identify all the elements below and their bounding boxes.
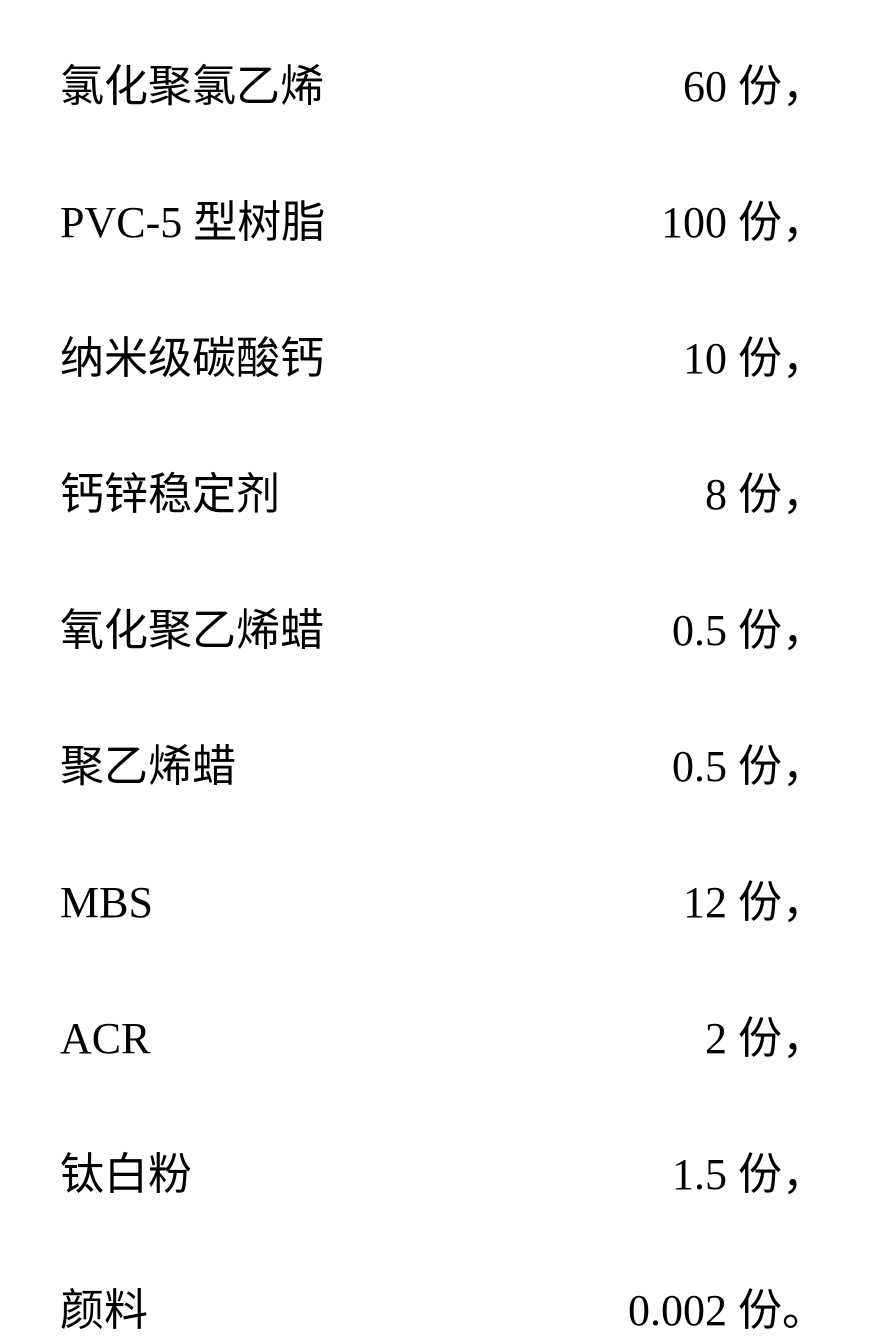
ingredient-name: 聚乙烯蜡 — [60, 730, 236, 794]
ingredient-list: 氯化聚氯乙烯 60 份， PVC-5 型树脂 100 份， 纳米级碳酸钙 10 … — [60, 30, 826, 1338]
ingredient-amount: 12 份， — [576, 866, 826, 930]
ingredient-row: ACR 2 份， — [60, 1002, 826, 1066]
ingredient-row: 聚乙烯蜡 0.5 份， — [60, 730, 826, 794]
ingredient-name: ACR — [60, 1013, 150, 1064]
ingredient-name: MBS — [60, 877, 153, 928]
ingredient-row: 氧化聚乙烯蜡 0.5 份， — [60, 594, 826, 658]
ingredient-name: 钛白粉 — [60, 1138, 192, 1202]
ingredient-amount: 1.5 份， — [576, 1138, 826, 1202]
ingredient-name: 钙锌稳定剂 — [60, 458, 280, 522]
ingredient-row: 氯化聚氯乙烯 60 份， — [60, 50, 826, 114]
ingredient-name: PVC-5 型树脂 — [60, 186, 325, 250]
ingredient-name: 氯化聚氯乙烯 — [60, 50, 324, 114]
ingredient-row: MBS 12 份， — [60, 866, 826, 930]
ingredient-amount: 2 份， — [576, 1002, 826, 1066]
ingredient-name: 氧化聚乙烯蜡 — [60, 594, 324, 658]
ingredient-amount: 8 份， — [576, 458, 826, 522]
ingredient-amount: 0.5 份， — [576, 594, 826, 658]
ingredient-amount: 60 份， — [576, 50, 826, 114]
ingredient-name: 颜料 — [60, 1274, 148, 1338]
ingredient-amount: 0.002 份。 — [576, 1274, 826, 1338]
ingredient-amount: 10 份， — [576, 322, 826, 386]
ingredient-amount: 100 份， — [576, 186, 826, 250]
ingredient-row: 颜料 0.002 份。 — [60, 1274, 826, 1338]
ingredient-row: 钛白粉 1.5 份， — [60, 1138, 826, 1202]
ingredient-amount: 0.5 份， — [576, 730, 826, 794]
ingredient-row: 纳米级碳酸钙 10 份， — [60, 322, 826, 386]
ingredient-row: 钙锌稳定剂 8 份， — [60, 458, 826, 522]
ingredient-name: 纳米级碳酸钙 — [60, 322, 324, 386]
ingredient-row: PVC-5 型树脂 100 份， — [60, 186, 826, 250]
